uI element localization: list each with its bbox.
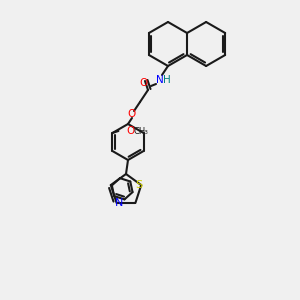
Text: N: N: [156, 75, 164, 85]
Text: O: O: [128, 109, 136, 119]
Text: N: N: [114, 198, 123, 208]
Text: O: O: [126, 126, 135, 136]
Text: O: O: [140, 78, 148, 88]
Text: 3: 3: [143, 130, 147, 134]
Text: S: S: [136, 180, 143, 190]
Text: CH: CH: [134, 127, 146, 136]
Text: H: H: [163, 75, 171, 85]
